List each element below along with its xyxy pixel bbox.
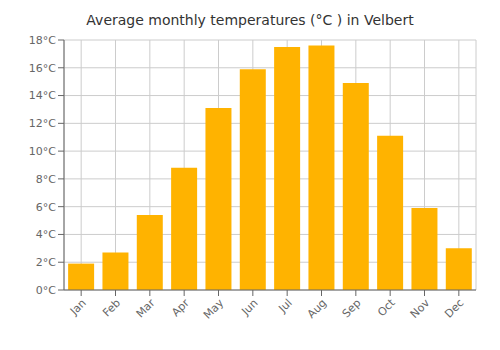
svg-text:18°C: 18°C (29, 34, 56, 47)
svg-text:Feb: Feb (100, 296, 123, 319)
svg-text:4°C: 4°C (36, 228, 56, 241)
svg-text:Oct: Oct (375, 296, 398, 319)
svg-text:Apr: Apr (169, 296, 192, 319)
svg-text:Sep: Sep (340, 296, 364, 320)
html-text:Average monthly temperatures (: Average monthly temperatures (°C ) in Ve… (86, 12, 414, 28)
svg-text:16°C: 16°C (29, 62, 56, 75)
svg-text:Dec: Dec (442, 296, 466, 320)
svg-text:12°C: 12°C (29, 117, 56, 130)
svg-text:2°C: 2°C (36, 256, 56, 269)
svg-text:May: May (201, 296, 227, 322)
svg-text:0°C: 0°C (36, 284, 56, 297)
svg-text:Mar: Mar (134, 296, 158, 320)
svg-text:10°C: 10°C (29, 145, 56, 158)
svg-text:14°C: 14°C (29, 89, 56, 102)
svg-text:Jul: Jul (276, 296, 295, 315)
svg-text:Jan: Jan (67, 296, 89, 318)
svg-text:Nov: Nov (408, 296, 433, 321)
svg-text:Aug: Aug (305, 296, 329, 320)
svg-text:8°C: 8°C (36, 173, 56, 186)
svg-text:Jun: Jun (238, 296, 260, 318)
svg-text:6°C: 6°C (36, 201, 56, 214)
